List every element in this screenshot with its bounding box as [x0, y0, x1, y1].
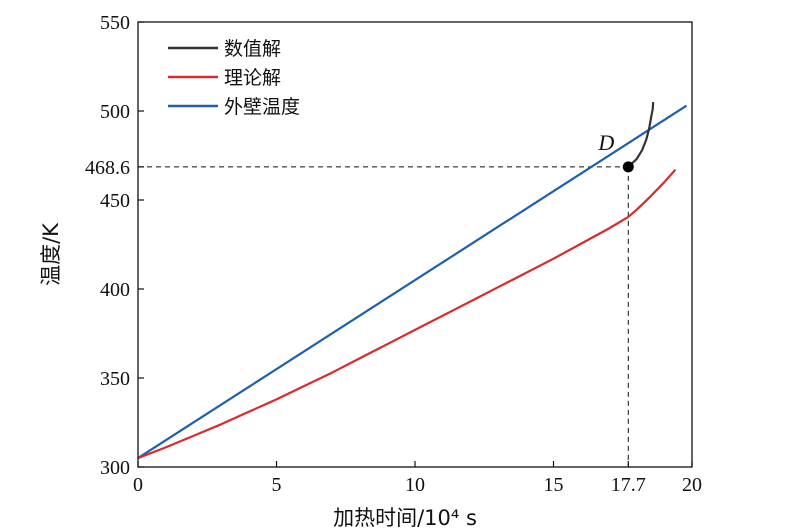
y-axis-title: 温度/K — [39, 222, 63, 286]
y-tick-label: 450 — [100, 190, 130, 212]
point-d-marker — [622, 161, 634, 173]
y-tick-label: 400 — [100, 279, 130, 301]
y-tick-label: 550 — [100, 12, 130, 34]
x-tick-label: 0 — [133, 474, 143, 496]
series-line-2 — [137, 168, 677, 460]
series-group — [137, 102, 688, 460]
x-axis-title: 加热时间/10⁴ s — [333, 506, 477, 530]
annotations: D — [597, 130, 634, 173]
x-tick-label: 15 — [544, 474, 564, 496]
y-tick-label: 350 — [100, 368, 130, 390]
legend-label: 理论解 — [224, 67, 281, 89]
x-tick-label: 17.7 — [611, 474, 646, 496]
y-tick-label: 300 — [100, 457, 130, 479]
plot-frame — [137, 21, 693, 468]
point-d-label: D — [597, 130, 614, 155]
legend-label: 外壁温度 — [224, 96, 300, 118]
y-tick-label: 468.6 — [85, 157, 130, 179]
series-line-1 — [627, 102, 655, 168]
legend-label: 数值解 — [224, 38, 281, 60]
ticks: 0 5 10 15 17.7 20 300 350 400 450 468.6 500 550 — [85, 12, 702, 496]
x-tick-label: 5 — [272, 474, 282, 496]
series-line-3 — [137, 104, 688, 460]
x-tick-label: 20 — [682, 474, 702, 496]
axes — [137, 21, 693, 468]
reference-lines — [138, 166, 629, 467]
x-tick-label: 10 — [405, 474, 425, 496]
y-tick-label: 500 — [100, 101, 130, 123]
